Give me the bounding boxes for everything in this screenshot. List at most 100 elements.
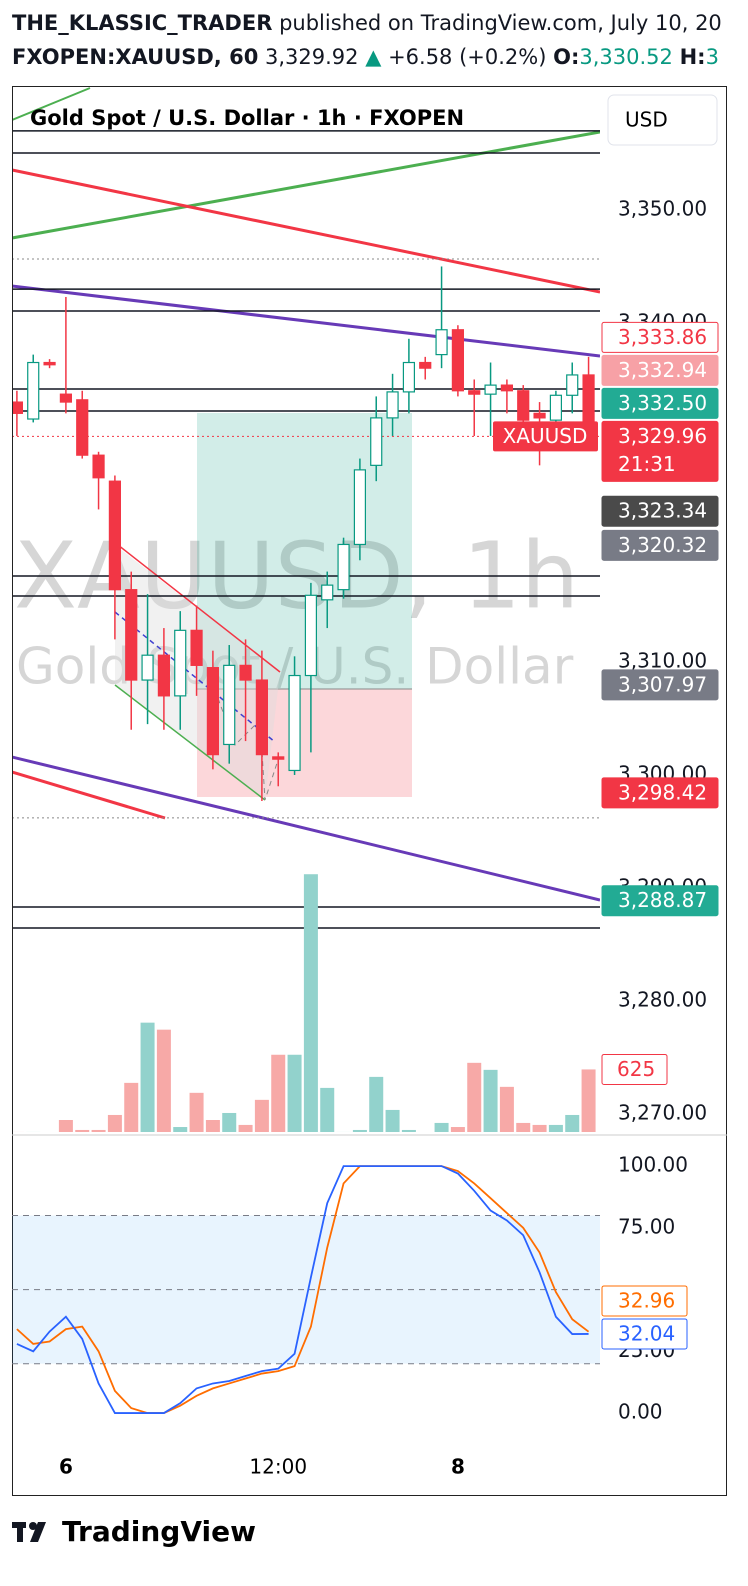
candle-body [157,654,170,697]
y-tick-label: 100.00 [618,1153,688,1177]
countdown: 21:31 [618,452,676,476]
candle-body [59,393,73,403]
volume-bar [565,1114,580,1132]
candle-body [370,417,383,466]
header-line-1: THE_KLASSIC_TRADER published on TradingV… [12,6,748,40]
volume-bar [91,1129,106,1132]
background-layer: XAUUSD, 1h Gold Spot / U.S. Dollar [13,87,600,902]
x-tick-label: 6 [59,1455,73,1479]
volume-bar [271,1054,286,1132]
trendline [13,284,600,358]
volume-bar [189,1092,204,1132]
candle-body [27,361,40,420]
brand: TradingView [62,1515,256,1548]
price-tag [601,420,719,482]
candle-body [255,679,268,756]
candle-body [141,654,154,681]
y-tick-label: 0.00 [618,1400,663,1424]
symbol-tag-label: XAUUSD [503,424,588,448]
volume-bar [222,1112,237,1132]
volume-bar [401,1129,416,1132]
candle-body [272,756,285,760]
candle-body [223,664,236,746]
price-tag-label: 3,298.42 [618,780,707,804]
header: THE_KLASSIC_TRADER published on TradingV… [12,6,748,74]
high: 3 [705,45,719,69]
wedge-fill [115,545,280,800]
candle-body [288,674,301,772]
candle-body [353,469,366,546]
trendline [13,87,91,121]
price-tag-label: 3,320.32 [618,533,707,557]
price-tag [601,495,719,527]
candle-body [125,589,138,681]
candle-body [76,399,89,456]
candle-body [533,412,546,419]
volume-bar [548,1124,563,1132]
stoch-line [16,1165,589,1414]
volume-tag [601,1053,668,1085]
volume-bar [156,1029,171,1132]
candle-body [190,629,203,666]
frame [12,86,727,1496]
price-tag-label: 3,329.96 [618,424,707,448]
volume-bar [75,1129,90,1132]
volume-bar [434,1122,449,1132]
volume-bar [303,874,318,1132]
high-label: H: [679,45,706,69]
volume-bar [287,1054,302,1132]
stoch-line [16,1165,590,1414]
price-tag [601,387,719,419]
wedge-bottom [114,684,266,801]
x-tick-label: 8 [451,1455,465,1479]
wedge-mid [114,611,276,743]
volume-bar [369,1076,384,1132]
change: +6.58 (+0.2%) [388,45,547,69]
candle-body [402,361,415,393]
stoch-tag-label: 32.04 [618,1321,675,1345]
candle-body [304,594,317,677]
y-tick-label: 75.00 [618,1214,675,1238]
candle-body [517,390,530,421]
candle-body [206,667,219,756]
candle-body [43,361,56,366]
volume-bar [467,1062,482,1132]
stoch-tag [601,1318,688,1350]
candle-body [468,390,481,395]
candle-body [484,384,497,395]
open-label: O: [553,45,580,69]
price-tag-label: 3,323.34 [618,499,707,523]
candle-body [92,454,105,479]
header-line-2: FXOPEN:XAUUSD, 60 3,329.92 ▲ +6.58 (+0.2… [12,40,748,74]
candle-body [174,629,187,697]
stoch-tag [601,1285,688,1317]
volume-bar [254,1099,269,1132]
symbol-tag [493,421,598,452]
candle-body [337,543,350,591]
volume-bar [385,1109,400,1132]
arrow: ▲ [365,45,382,69]
x-tick-label: 12:00 [249,1455,307,1479]
logo [12,1522,46,1542]
price-tag-label: 3,288.87 [618,888,707,912]
price-tag-label: 3,333.86 [618,325,707,349]
price-tag [601,885,719,917]
candle-body [239,664,252,681]
price-tag-label: 3,332.94 [618,358,707,382]
currency-box [607,94,718,146]
volume-bar [238,1124,253,1132]
trendline [13,755,600,902]
currency: USD [625,108,668,132]
volume-bar [205,1119,220,1132]
volume-bar [483,1069,498,1132]
volume-bar [173,1127,188,1132]
trendline [13,130,600,240]
volume-bar [140,1022,155,1132]
candle-body [566,374,579,396]
candle-body [386,391,399,419]
plot-layer [13,130,600,1132]
candle-body [451,329,464,392]
y-tick-label: 3,310.00 [618,648,707,672]
